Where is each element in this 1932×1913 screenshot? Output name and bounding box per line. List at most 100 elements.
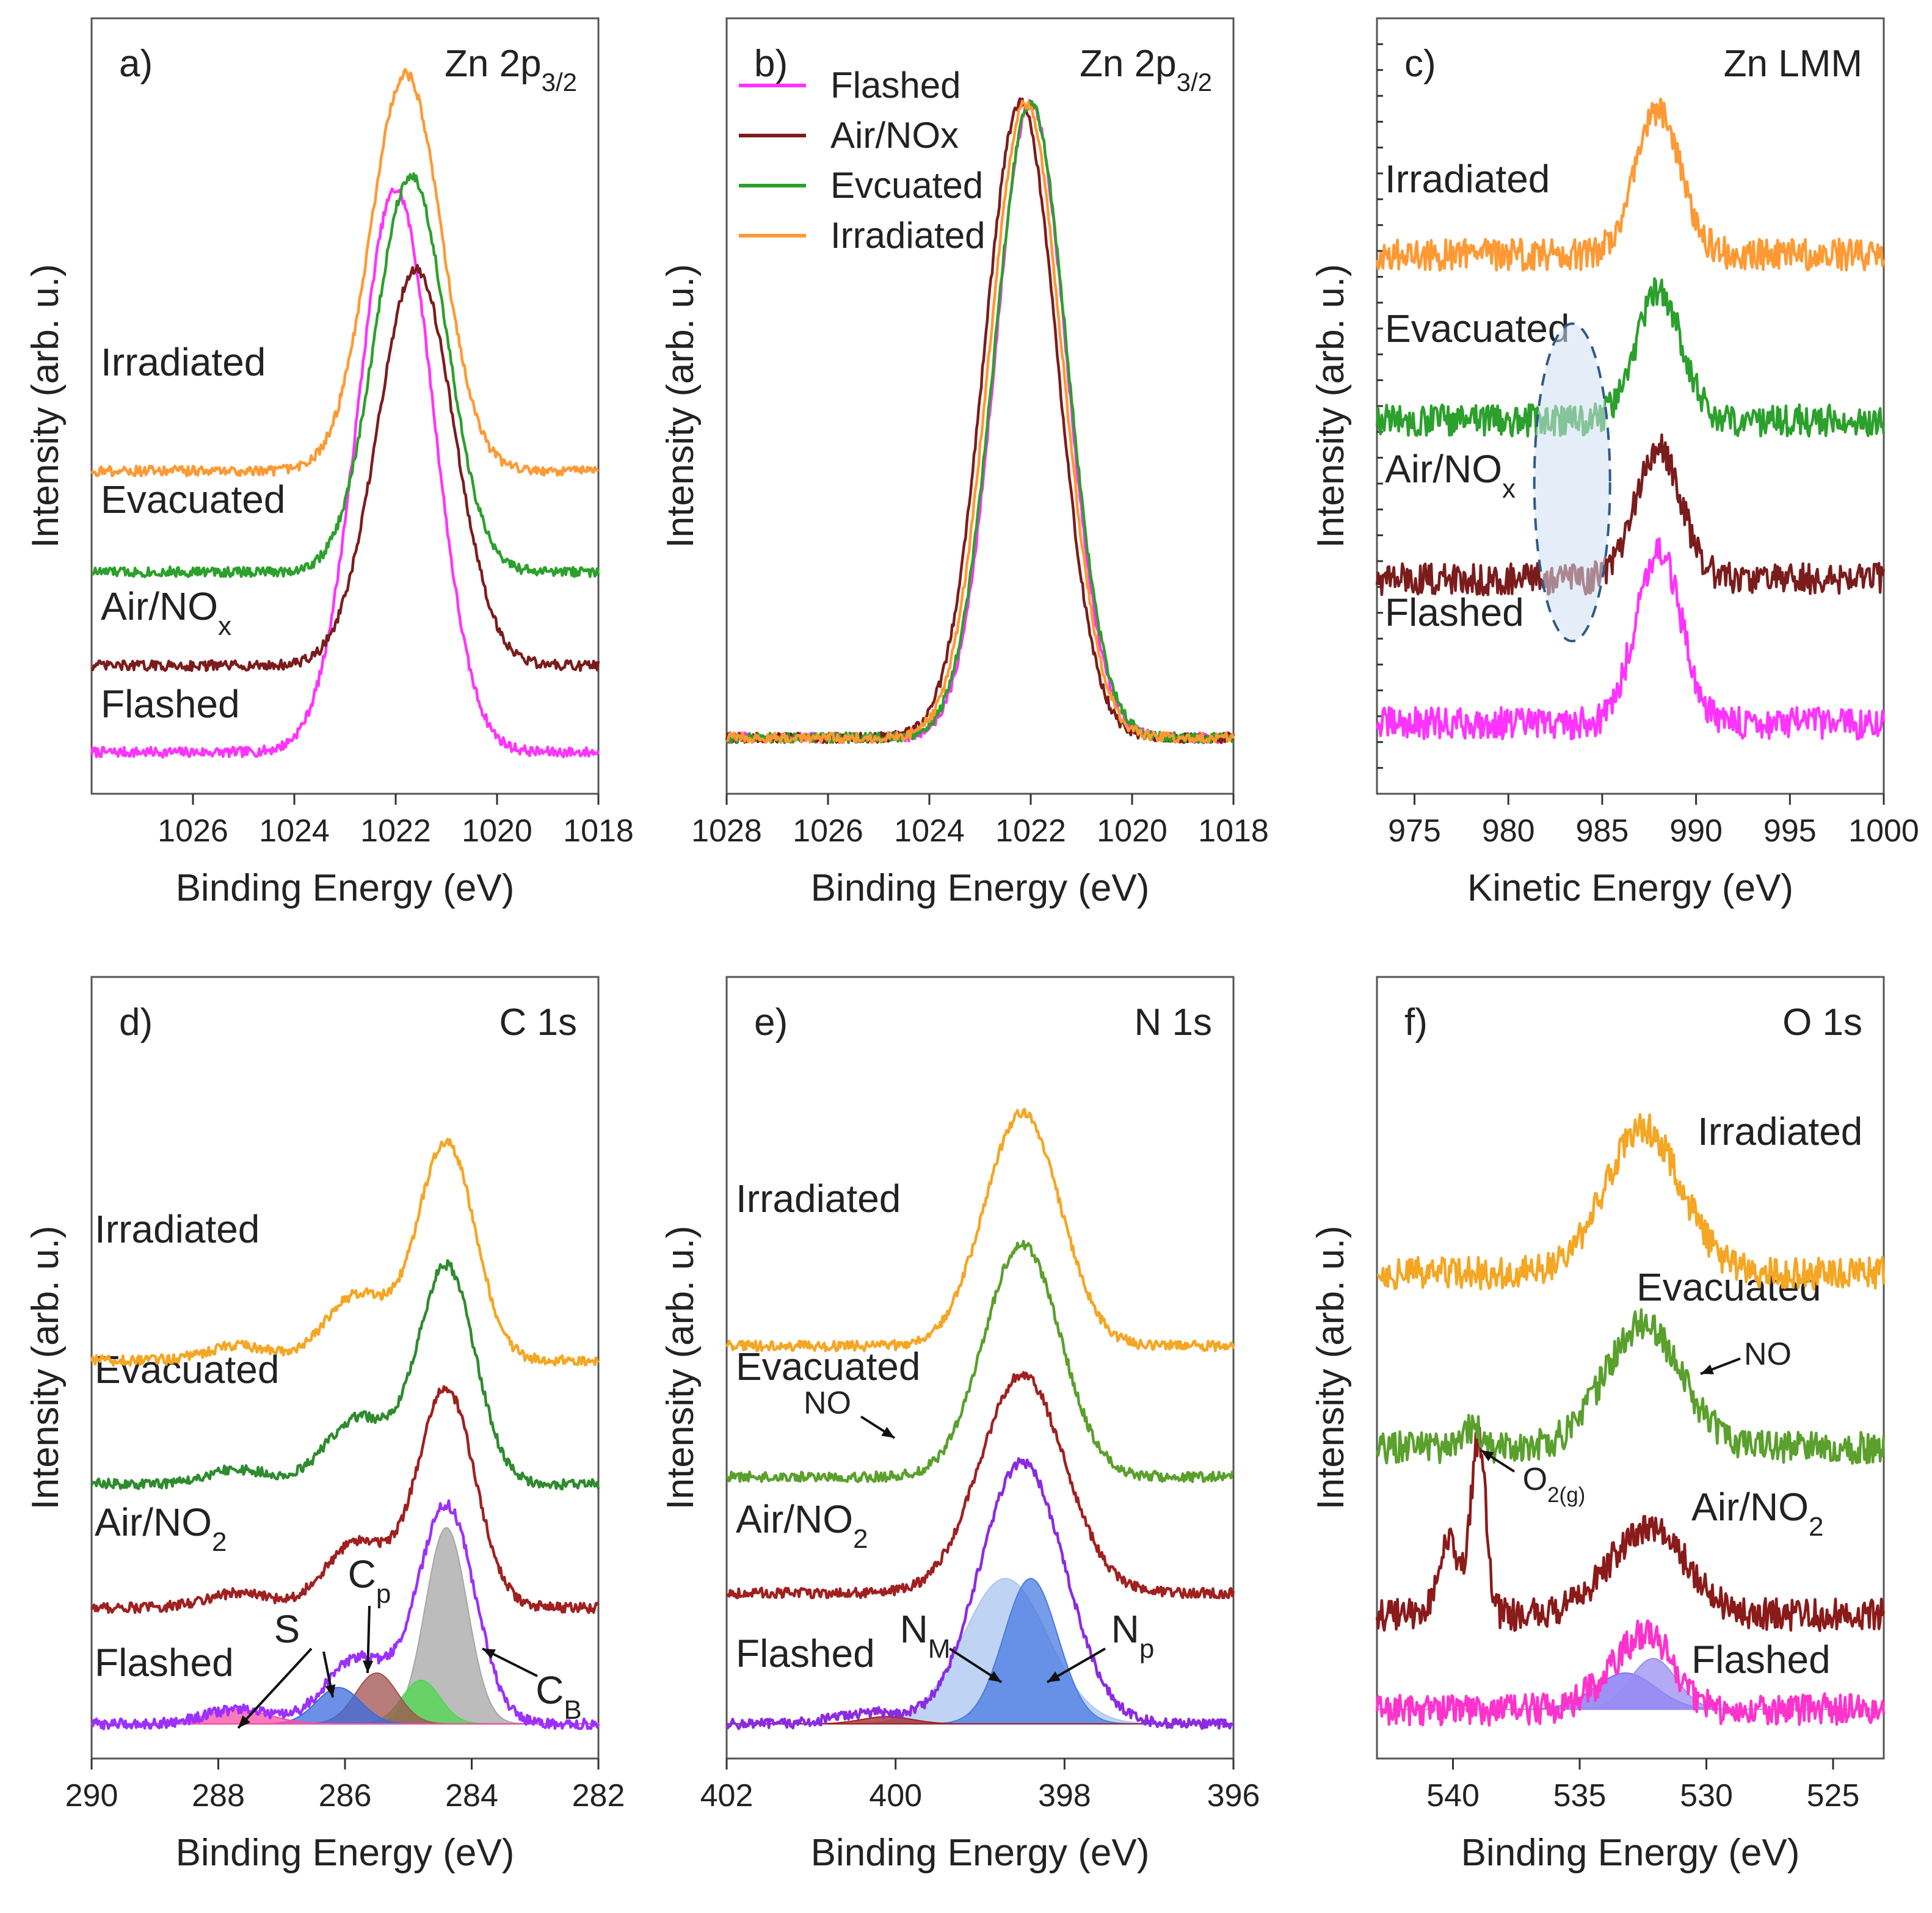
arrow-to-cp-component-head — [362, 1660, 374, 1673]
x-axis-label: Binding Energy (eV) — [811, 867, 1150, 909]
arrow-to-o2-gas-peak-head — [1481, 1450, 1494, 1462]
panel-title: N 1s — [1135, 1001, 1212, 1044]
x-tick-label: 535 — [1553, 1778, 1607, 1813]
series-label-flashed: Flashed — [101, 682, 240, 726]
y-axis-label: Intensity (arb. u.) — [24, 1225, 67, 1509]
series-label-irradiated: Irradiated — [1385, 157, 1550, 201]
panel-title: Zn 2p3/2 — [1080, 43, 1212, 96]
x-axis-label: Binding Energy (eV) — [176, 867, 515, 909]
arrow-to-cb-component-head — [482, 1649, 496, 1659]
series-label-irradiated: Irradiated — [736, 1177, 901, 1221]
x-tick-label: 1020 — [462, 813, 532, 849]
x-tick-label: 1018 — [563, 813, 634, 849]
x-tick-label: 290 — [65, 1778, 118, 1813]
annotation-nm: NM — [900, 1607, 951, 1664]
x-axis-label: Kinetic Energy (eV) — [1467, 867, 1793, 909]
series-line-evacuated — [91, 172, 600, 578]
series-line-irradiated — [1376, 1113, 1886, 1291]
x-axis-label: Binding Energy (eV) — [1461, 1832, 1800, 1874]
x-axis-label: Binding Energy (eV) — [811, 1832, 1150, 1874]
series-line-air-no2 — [90, 1385, 600, 1614]
series-label-air-no2: Air/NO2 — [95, 1500, 227, 1557]
x-tick-label: 530 — [1680, 1778, 1733, 1813]
x-tick-label: 400 — [869, 1778, 922, 1813]
y-axis-label: Intensity (arb. u.) — [24, 264, 67, 548]
series-line-air-nox — [90, 264, 600, 672]
annotation-s: S — [274, 1607, 300, 1651]
x-tick-label: 1020 — [1097, 813, 1168, 849]
series-line-irradiated — [90, 68, 600, 477]
series-label-flashed: Flashed — [95, 1641, 234, 1685]
panel-title: Zn 2p3/2 — [445, 43, 577, 96]
series-line-evacuated — [1375, 1308, 1886, 1465]
arrow-to-s-component-head — [325, 1684, 336, 1697]
x-tick-label: 1022 — [995, 813, 1066, 849]
x-axis-label: Binding Energy (eV) — [176, 1832, 515, 1874]
series-label-flashed: Flashed — [736, 1632, 875, 1675]
y-axis-label: Intensity (arb. u.) — [659, 264, 702, 548]
panel-letter: a) — [119, 43, 153, 85]
x-tick-label: 1026 — [793, 813, 863, 849]
series-label-air-no2: Air/NO2 — [1691, 1485, 1823, 1542]
series-label-evacuated: Evacuated — [1636, 1265, 1821, 1309]
plot-frame — [1376, 17, 1885, 795]
plot-frame — [725, 17, 1235, 795]
series-line-flashed — [1375, 1619, 1886, 1727]
panel-letter: e) — [754, 1001, 788, 1044]
series-line-air-no2 — [1375, 1426, 1886, 1632]
arrow-to-pink-component-head — [238, 1715, 251, 1728]
panel-letter: b) — [754, 43, 788, 85]
series-line-irradiated — [90, 1138, 600, 1367]
x-tick-label: 288 — [192, 1778, 245, 1813]
annotation-o2g: O2(g) — [1523, 1462, 1586, 1507]
legend-entry: Air/NOx — [830, 115, 959, 156]
y-axis-label: Intensity (arb. u.) — [659, 1225, 702, 1509]
panel-letter: d) — [119, 1001, 153, 1044]
y-axis-label: Intensity (arb. u.) — [1310, 264, 1352, 548]
series-label-flashed: Flashed — [1385, 590, 1524, 634]
x-tick-label: 1000 — [1848, 813, 1919, 849]
x-tick-label: 990 — [1669, 813, 1723, 849]
panel-d: 290 288 286 284 282 Binding Energy (eV) Intens… — [24, 976, 625, 1874]
x-tick-label: 398 — [1038, 1778, 1091, 1813]
series-line-flashed — [90, 187, 600, 759]
series-line-flashed — [91, 1499, 600, 1730]
panel-title: O 1s — [1782, 1001, 1862, 1044]
x-tick-label: 995 — [1763, 813, 1817, 849]
annotation-np: Np — [1111, 1607, 1155, 1664]
series-label-air-nox: Air/NOx — [1385, 447, 1516, 504]
x-tick-label: 396 — [1207, 1778, 1260, 1813]
series-line-irradiated — [726, 100, 1235, 744]
x-tick-label: 402 — [700, 1778, 754, 1813]
panel-title: Zn LMM — [1724, 43, 1862, 85]
y-axis-label: Intensity (arb. u.) — [1310, 1225, 1352, 1509]
series-label-evacuated: Evacuated — [736, 1345, 920, 1388]
highlight-ellipse — [1533, 322, 1611, 642]
x-tick-label: 1024 — [894, 813, 965, 849]
legend-entry: Irradiated — [830, 215, 985, 256]
x-tick-label: 1022 — [360, 813, 431, 849]
arrow-to-nm-component-head — [988, 1671, 1001, 1682]
x-tick-label: 975 — [1388, 813, 1441, 849]
annotation-no: NO — [1744, 1337, 1792, 1372]
x-tick-label: 1018 — [1198, 813, 1269, 849]
arrow-to-pink-component — [237, 1647, 313, 1729]
x-tick-label: 286 — [319, 1778, 372, 1813]
x-tick-label: 1024 — [259, 813, 330, 849]
panel-letter: f) — [1404, 1001, 1428, 1044]
series-label-irradiated: Irradiated — [95, 1207, 260, 1251]
panel-c: 975 980 985 990 995 1000 Kinetic Energy (eV) In… — [1310, 17, 1919, 909]
x-tick-label: 284 — [445, 1778, 498, 1813]
panel-title: C 1s — [499, 1001, 577, 1044]
panel-b: 1028 1026 1024 1022 1020 1018 Binding Energy (… — [659, 17, 1269, 909]
x-tick-label: 525 — [1807, 1778, 1860, 1813]
series-label-irradiated: Irradiated — [1698, 1109, 1862, 1153]
x-tick-label: 282 — [572, 1778, 625, 1813]
x-tick-label: 980 — [1482, 813, 1535, 849]
arrow-to-no-feature-head — [1701, 1364, 1714, 1374]
x-tick-label: 985 — [1576, 813, 1629, 849]
series-label-air-no2: Air/NO2 — [736, 1497, 868, 1554]
series-label-irradiated: Irradiated — [101, 340, 266, 384]
plot-frame — [1376, 976, 1885, 1760]
